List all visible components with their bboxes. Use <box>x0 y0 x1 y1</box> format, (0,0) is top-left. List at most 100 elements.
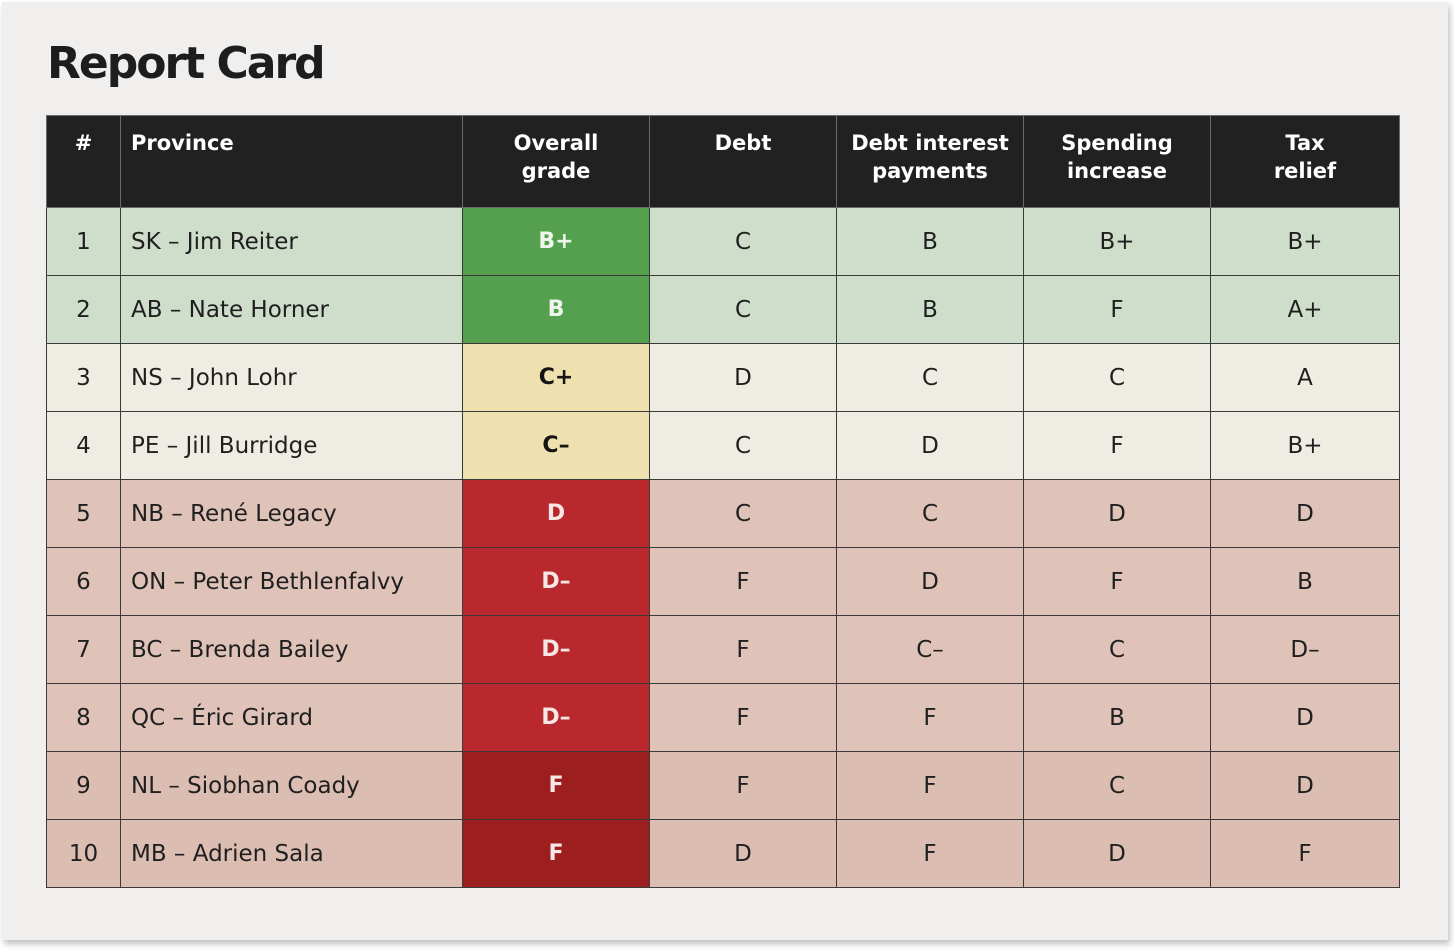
overall-grade-cell: B <box>462 275 650 344</box>
header-debt: Debt <box>649 115 837 208</box>
header-label-line: Overall <box>513 131 599 155</box>
table-row: 1 SK – Jim Reiter B+ C B B+ B+ <box>46 207 1400 276</box>
table-header-row: # Province Overall grade Debt Debt interest pa… <box>46 115 1400 208</box>
header-tax-relief: Tax relief <box>1210 115 1400 208</box>
debt-grade-cell: F <box>649 547 837 616</box>
spending-grade-cell: D <box>1023 819 1211 888</box>
table-row: 9 NL – Siobhan Coady F F F C D <box>46 751 1400 820</box>
province-cell: NL – Siobhan Coady <box>120 751 463 820</box>
rank-cell: 6 <box>46 547 121 616</box>
overall-grade-cell: B+ <box>462 207 650 276</box>
overall-grade-cell: C+ <box>462 343 650 412</box>
debt-interest-grade-cell: D <box>836 411 1024 480</box>
debt-interest-grade-cell: C <box>836 479 1024 548</box>
debt-interest-grade-cell: C– <box>836 615 1024 684</box>
header-label-line: Debt interest <box>851 131 1009 155</box>
province-cell: SK – Jim Reiter <box>120 207 463 276</box>
tax-relief-grade-cell: D– <box>1210 615 1400 684</box>
province-cell: BC – Brenda Bailey <box>120 615 463 684</box>
debt-interest-grade-cell: B <box>836 275 1024 344</box>
report-card: Report Card # Province Overall grade Debt Deb… <box>2 2 1448 940</box>
overall-grade-cell: D– <box>462 547 650 616</box>
debt-interest-grade-cell: B <box>836 207 1024 276</box>
header-overall-grade: Overall grade <box>462 115 650 208</box>
header-label-line: increase <box>1066 159 1168 183</box>
header-province: Province <box>120 115 463 208</box>
tax-relief-grade-cell: A <box>1210 343 1400 412</box>
header-spending-increase: Spending increase <box>1023 115 1211 208</box>
rank-cell: 8 <box>46 683 121 752</box>
header-rank: # <box>46 115 121 208</box>
spending-grade-cell: F <box>1023 275 1211 344</box>
header-label-line: Debt <box>714 131 772 155</box>
spending-grade-cell: B <box>1023 683 1211 752</box>
overall-grade-cell: D– <box>462 683 650 752</box>
debt-interest-grade-cell: C <box>836 343 1024 412</box>
rank-cell: 9 <box>46 751 121 820</box>
table-row: 10 MB – Adrien Sala F D F D F <box>46 819 1400 888</box>
spending-grade-cell: D <box>1023 479 1211 548</box>
tax-relief-grade-cell: B+ <box>1210 207 1400 276</box>
overall-grade-cell: D <box>462 479 650 548</box>
table-row: 7 BC – Brenda Bailey D– F C– C D– <box>46 615 1400 684</box>
header-debt-interest: Debt interest payments <box>836 115 1024 208</box>
header-label-line: Province <box>131 131 234 155</box>
table-row: 5 NB – René Legacy D C C D D <box>46 479 1400 548</box>
rank-cell: 5 <box>46 479 121 548</box>
page-title: Report Card <box>47 38 326 89</box>
province-cell: AB – Nate Horner <box>120 275 463 344</box>
table-row: 6 ON – Peter Bethlenfalvy D– F D F B <box>46 547 1400 616</box>
table-row: 4 PE – Jill Burridge C– C D F B+ <box>46 411 1400 480</box>
tax-relief-grade-cell: B+ <box>1210 411 1400 480</box>
overall-grade-cell: F <box>462 819 650 888</box>
province-cell: NS – John Lohr <box>120 343 463 412</box>
debt-grade-cell: C <box>649 275 837 344</box>
tax-relief-grade-cell: D <box>1210 683 1400 752</box>
province-cell: ON – Peter Bethlenfalvy <box>120 547 463 616</box>
table-row: 2 AB – Nate Horner B C B F A+ <box>46 275 1400 344</box>
rank-cell: 4 <box>46 411 121 480</box>
province-cell: NB – René Legacy <box>120 479 463 548</box>
province-cell: PE – Jill Burridge <box>120 411 463 480</box>
rank-cell: 10 <box>46 819 121 888</box>
tax-relief-grade-cell: A+ <box>1210 275 1400 344</box>
spending-grade-cell: C <box>1023 615 1211 684</box>
spending-grade-cell: B+ <box>1023 207 1211 276</box>
header-label-line: relief <box>1273 159 1337 183</box>
debt-grade-cell: D <box>649 819 837 888</box>
header-label-line: Spending <box>1061 131 1173 155</box>
debt-interest-grade-cell: D <box>836 547 1024 616</box>
debt-grade-cell: F <box>649 615 837 684</box>
overall-grade-cell: D– <box>462 615 650 684</box>
debt-interest-grade-cell: F <box>836 683 1024 752</box>
spending-grade-cell: F <box>1023 411 1211 480</box>
province-cell: QC – Éric Girard <box>120 683 463 752</box>
debt-grade-cell: D <box>649 343 837 412</box>
debt-grade-cell: F <box>649 751 837 820</box>
tax-relief-grade-cell: F <box>1210 819 1400 888</box>
header-label-line: # <box>74 131 93 155</box>
spending-grade-cell: F <box>1023 547 1211 616</box>
debt-grade-cell: F <box>649 683 837 752</box>
table-row: 3 NS – John Lohr C+ D C C A <box>46 343 1400 412</box>
debt-grade-cell: C <box>649 411 837 480</box>
rank-cell: 3 <box>46 343 121 412</box>
debt-interest-grade-cell: F <box>836 751 1024 820</box>
tax-relief-grade-cell: D <box>1210 479 1400 548</box>
header-label-line: Tax <box>1285 131 1325 155</box>
header-label-line: grade <box>521 159 591 183</box>
tax-relief-grade-cell: D <box>1210 751 1400 820</box>
table-row: 8 QC – Éric Girard D– F F B D <box>46 683 1400 752</box>
rank-cell: 2 <box>46 275 121 344</box>
province-cell: MB – Adrien Sala <box>120 819 463 888</box>
spending-grade-cell: C <box>1023 751 1211 820</box>
debt-interest-grade-cell: F <box>836 819 1024 888</box>
header-label-line: payments <box>872 159 988 183</box>
rank-cell: 7 <box>46 615 121 684</box>
grades-table: # Province Overall grade Debt Debt interest pa… <box>46 115 1400 888</box>
spending-grade-cell: C <box>1023 343 1211 412</box>
debt-grade-cell: C <box>649 207 837 276</box>
rank-cell: 1 <box>46 207 121 276</box>
tax-relief-grade-cell: B <box>1210 547 1400 616</box>
debt-grade-cell: C <box>649 479 837 548</box>
